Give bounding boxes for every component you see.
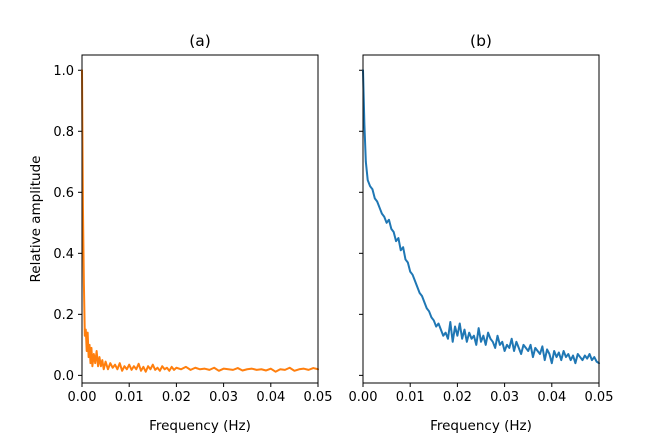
panel-b-x-tick-label: 0.02 [443, 390, 472, 405]
panel-b-ticks: 0.00 0.01 0.02 0.03 0.04 0.05 [349, 69, 614, 405]
panel-a-y-tick-label: 0.2 [53, 308, 74, 323]
panel-a-y-tick-label: 1.0 [53, 64, 74, 79]
panel-a-y-tick-label: 0.4 [53, 247, 74, 262]
panel-a-series-line [81, 69, 319, 373]
panel-a-y-axis-label: Relative amplitude [28, 156, 44, 283]
panel-a-x-axis-label: Frequency (Hz) [149, 418, 251, 434]
panel-a-ticks: 0.00 0.01 0.02 0.03 0.04 0.05 0.0 0.2 0.4 0.6 0.8 1… [53, 64, 332, 405]
panel-b-x-tick-label: 0.05 [585, 390, 614, 405]
panel-a-x-tick-label: 0.01 [115, 390, 144, 405]
panel-a-x-tick-label: 0.02 [162, 390, 191, 405]
panel-a-y-tick-label: 0.0 [53, 369, 74, 384]
panel-b-x-axis-label: Frequency (Hz) [430, 418, 532, 434]
panel-b-x-tick-label: 0.04 [537, 390, 566, 405]
panel-a-x-tick-label: 0.05 [304, 390, 333, 405]
panel-a-frame [81, 54, 319, 384]
panel-b-series-line [362, 69, 600, 365]
panel-a: (a) Relative amplitude Frequency (Hz) 0.… [28, 32, 332, 434]
panel-a-x-tick-label: 0.04 [256, 390, 285, 405]
panel-b-plot-area [362, 69, 600, 365]
panel-a-y-tick-label: 0.6 [53, 186, 74, 201]
panel-a-plot-area [81, 69, 319, 373]
panel-b-x-tick-label: 0.00 [349, 390, 378, 405]
panel-b-x-tick-label: 0.03 [490, 390, 519, 405]
panel-b: (b) Frequency (Hz) 0.00 0.01 0.02 0.03 0.04 0… [349, 32, 614, 434]
panel-a-x-tick-label: 0.00 [68, 390, 97, 405]
panel-a-y-tick-label: 0.8 [53, 125, 74, 140]
panel-b-title: (b) [470, 32, 492, 50]
panel-a-title: (a) [189, 32, 211, 50]
panel-a-x-tick-label: 0.03 [209, 390, 238, 405]
panel-b-x-tick-label: 0.01 [396, 390, 425, 405]
panel-b-frame [362, 54, 600, 384]
